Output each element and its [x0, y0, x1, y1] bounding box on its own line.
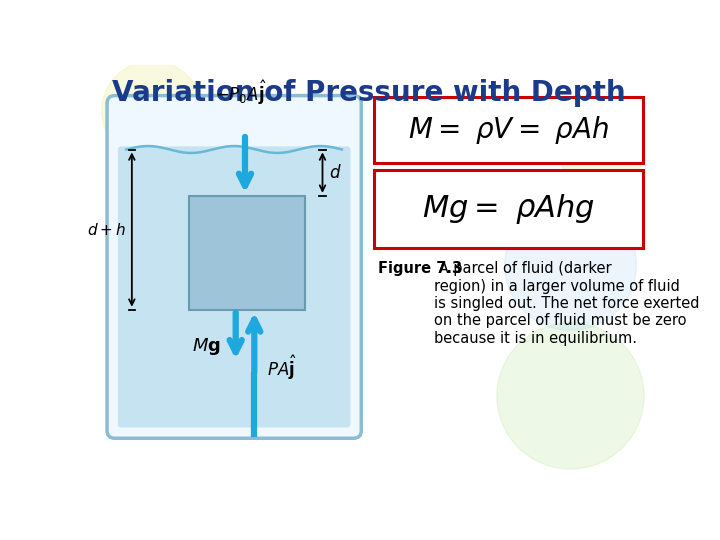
Text: $-P_0A\hat{\mathbf{j}}$: $-P_0A\hat{\mathbf{j}}$	[215, 78, 267, 107]
FancyBboxPatch shape	[107, 96, 361, 438]
Text: $M = \ \rho V = \ \rho Ah$: $M = \ \rho V = \ \rho Ah$	[408, 114, 609, 146]
Text: $d$: $d$	[329, 164, 341, 181]
Text: $M\mathbf{g}$: $M\mathbf{g}$	[192, 336, 220, 357]
FancyBboxPatch shape	[374, 170, 642, 248]
Text: $Mg = \ \rho Ahg$: $Mg = \ \rho Ahg$	[422, 192, 595, 226]
Circle shape	[497, 323, 644, 469]
FancyBboxPatch shape	[118, 146, 351, 428]
Text: A parcel of fluid (darker
region) in a larger volume of fluid
is singled out. Th: A parcel of fluid (darker region) in a l…	[434, 261, 700, 346]
Circle shape	[559, 107, 644, 192]
Text: $PA\hat{\mathbf{j}}$: $PA\hat{\mathbf{j}}$	[266, 353, 297, 382]
Text: $d + h$: $d + h$	[86, 221, 126, 238]
FancyBboxPatch shape	[374, 97, 642, 164]
Circle shape	[505, 200, 636, 330]
Text: Figure 7.3: Figure 7.3	[378, 261, 462, 276]
Text: Variation of Pressure with Depth: Variation of Pressure with Depth	[112, 79, 626, 107]
Circle shape	[102, 61, 202, 161]
Bar	[189, 195, 305, 309]
